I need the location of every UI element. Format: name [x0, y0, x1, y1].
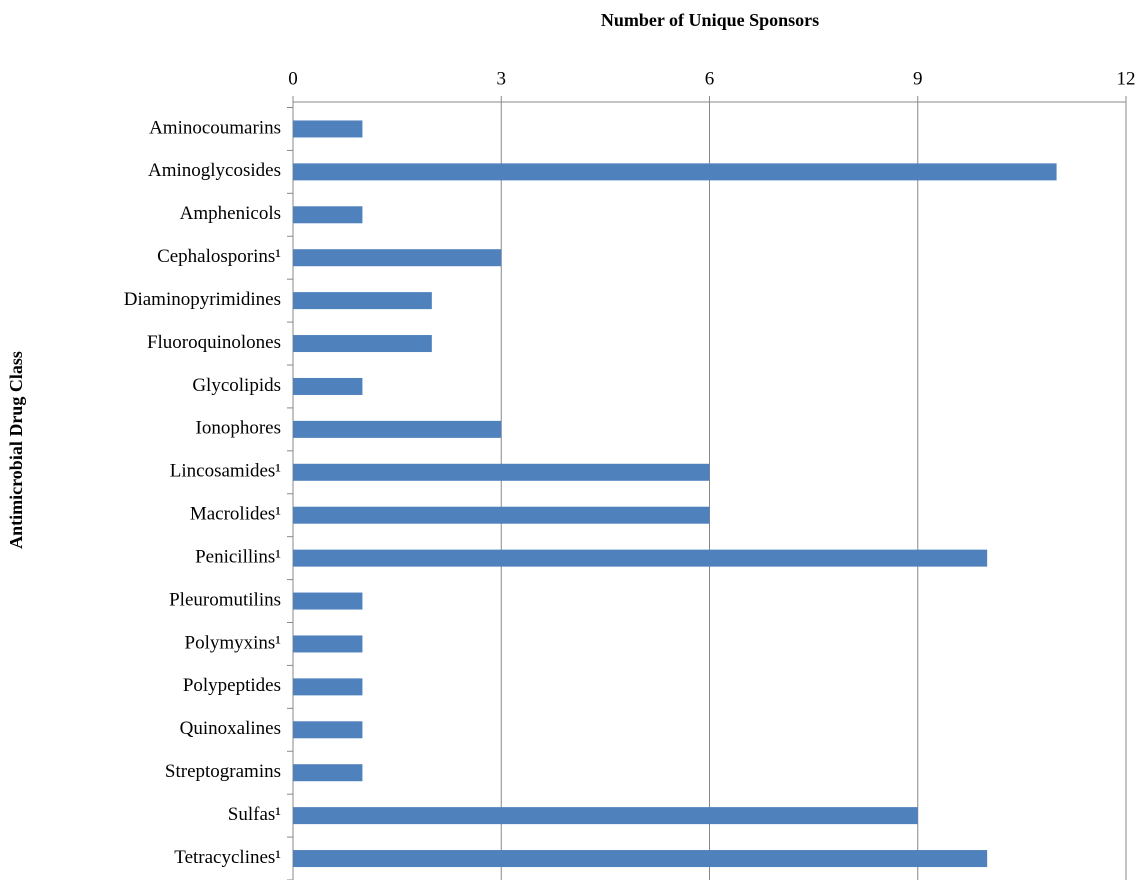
x-tick-label: 3: [497, 68, 507, 89]
y-tick-label: Diaminopyrimidines: [124, 289, 281, 310]
x-tick-label: 6: [705, 68, 715, 89]
bar: [293, 721, 363, 739]
bar: [293, 592, 363, 610]
y-tick-label: Polymyxins¹: [185, 632, 282, 653]
chart-title: Number of Unique Sponsors: [601, 10, 819, 30]
bar: [293, 163, 1057, 181]
y-tick-label: Aminoglycosides: [148, 160, 281, 181]
x-tick-label: 9: [913, 68, 923, 89]
bar: [293, 463, 710, 481]
y-tick-label: Ionophores: [196, 418, 281, 439]
bar: [293, 249, 502, 267]
bar: [293, 549, 988, 567]
bar: [293, 292, 432, 310]
y-tick-label: Glycolipids: [192, 375, 281, 396]
y-tick-label: Amphenicols: [180, 203, 281, 224]
y-tick-label: Quinoxalines: [180, 718, 281, 739]
y-tick-label: Aminocoumarins: [149, 117, 281, 138]
x-tick-label: 0: [288, 68, 298, 89]
bar: [293, 506, 710, 524]
bar: [293, 807, 918, 825]
x-tick-label: 12: [1117, 68, 1136, 89]
y-tick-label: Sulfas¹: [228, 804, 282, 825]
y-tick-label: Cephalosporins¹: [157, 246, 281, 267]
y-axis-label: Antimicrobial Drug Class: [6, 351, 26, 549]
bar: [293, 420, 502, 438]
bar: [293, 678, 363, 696]
y-tick-label: Penicillins¹: [195, 546, 281, 567]
bar: [293, 335, 432, 353]
y-tick-label: Macrolides¹: [190, 504, 281, 525]
bar: [293, 377, 363, 395]
y-tick-label: Polypeptides: [183, 675, 281, 696]
bar: [293, 850, 988, 868]
y-tick-label: Streptogramins: [165, 761, 281, 782]
y-tick-label: Lincosamides¹: [170, 461, 282, 482]
bar: [293, 764, 363, 782]
bar: [293, 206, 363, 224]
y-tick-label: Tetracyclines¹: [174, 847, 281, 868]
bar: [293, 120, 363, 138]
y-tick-label: Pleuromutilins: [169, 589, 281, 610]
y-tick-label: Fluoroquinolones: [147, 332, 281, 353]
bar: [293, 635, 363, 653]
